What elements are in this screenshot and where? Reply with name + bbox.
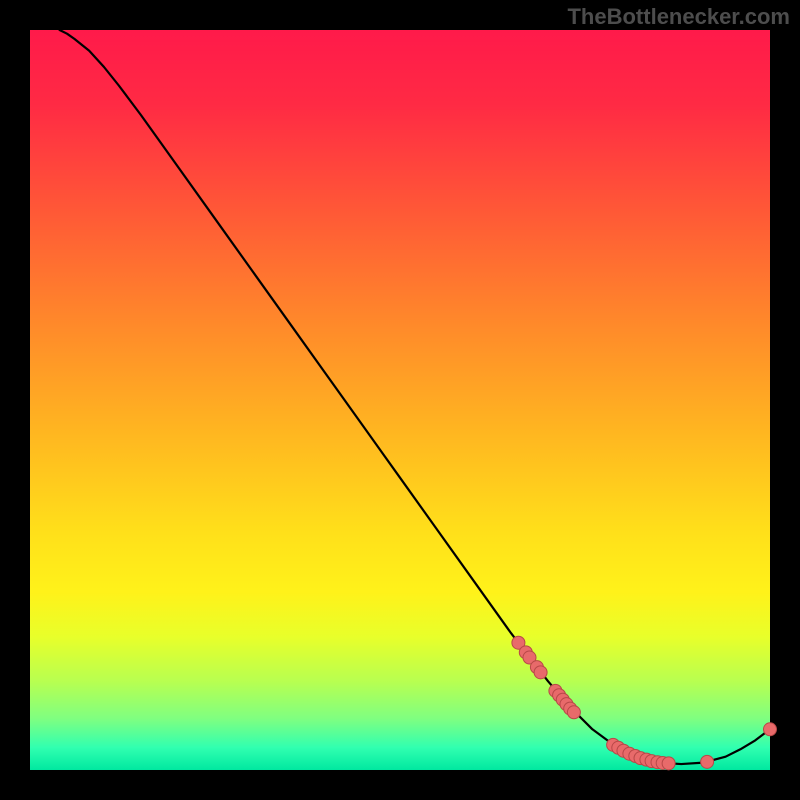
plot-area [30,30,770,770]
data-marker [534,666,547,679]
data-marker [662,757,675,770]
data-marker [764,723,777,736]
watermark-text: TheBottlenecker.com [567,4,790,30]
data-marker [567,706,580,719]
chart-svg [30,30,770,770]
marker-group [512,636,777,770]
data-marker [701,755,714,768]
bottleneck-curve [60,30,770,764]
